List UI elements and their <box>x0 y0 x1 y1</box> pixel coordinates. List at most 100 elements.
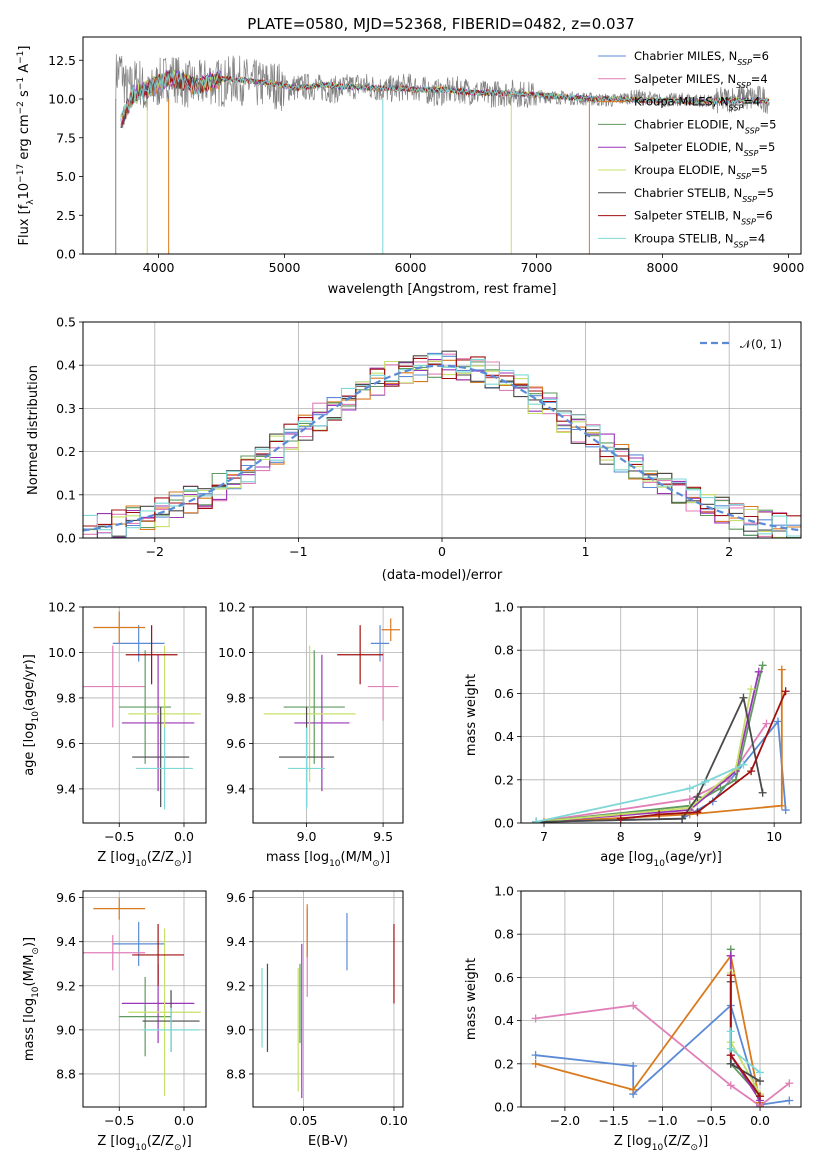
label-part: mass weight <box>464 958 479 1040</box>
x-axis-label: Z [log10(Z/Z⊙)] <box>97 1134 191 1153</box>
x-tick-label: 9000 <box>772 260 804 275</box>
plot-area <box>521 607 801 823</box>
x-axis-label: Z [log10(Z/Z⊙)] <box>614 1134 708 1153</box>
x-tick-label: 8 <box>617 829 625 844</box>
y-tick-label: 9.2 <box>56 978 76 993</box>
y-axis-label: mass weight <box>464 958 479 1040</box>
label-part: =4 <box>751 72 768 86</box>
x-tick-label: 0 <box>438 544 446 559</box>
plot-area <box>521 891 801 1107</box>
y-tick-label: 0.4 <box>56 358 76 373</box>
plot-area <box>83 891 206 1107</box>
axes-frame <box>82 606 207 824</box>
label-part: ⊙ <box>31 947 41 955</box>
y-tick-label: 9.0 <box>56 1022 76 1037</box>
weight-marker <box>785 1096 794 1105</box>
legend-entry: Chabrier ELODIE, NSSP=5 <box>634 117 776 135</box>
weight-marker <box>726 1081 735 1090</box>
label-part: =5 <box>751 163 768 177</box>
legend-entry: Chabrier STELIB, NSSP=5 <box>634 186 774 204</box>
y-tick-label: 0.0 <box>494 816 514 831</box>
label-part: Flux [f <box>17 204 32 245</box>
weight-line-2 <box>535 953 761 1103</box>
y-tick-label: 9.8 <box>56 690 76 705</box>
weight-marker <box>773 717 782 726</box>
y-tick-label: 0.8 <box>494 643 514 658</box>
weight-marker <box>701 777 710 786</box>
weight-marker <box>629 1085 638 1094</box>
legend-entry: Kroupa MILES, NSSP=4 <box>634 95 760 113</box>
x-tick-label: −1.5 <box>599 1113 629 1128</box>
label-part: 10 <box>17 183 32 200</box>
y-tick-label: 7.5 <box>56 130 76 145</box>
y-axis-label: age [log10(age/yr)] <box>22 654 41 776</box>
weight-line-6 <box>536 694 764 823</box>
weight-marker <box>531 1014 540 1023</box>
y-tick-label: 9.4 <box>226 781 246 796</box>
label-part: age [log <box>22 723 37 776</box>
label-part: −2 <box>16 101 26 114</box>
y-tick-label: 1.0 <box>494 600 514 615</box>
residual-histogram-7 <box>83 356 801 538</box>
label-part: (data-model)/error <box>382 568 503 583</box>
label-part: 10 <box>652 1143 664 1153</box>
x-tick-label: 9.0 <box>297 829 317 844</box>
y-tick-label: 0.0 <box>56 247 76 262</box>
x-tick-label: 2 <box>725 544 733 559</box>
axes-frame <box>82 321 802 539</box>
x-tick-label: −0.5 <box>104 829 134 844</box>
label-part: s <box>17 90 32 101</box>
figure-title: PLATE=0580, MJD=52368, FIBERID=0482, z=0… <box>247 15 634 33</box>
label-part: (Z/Z <box>663 1134 690 1149</box>
weight-marker <box>762 719 771 728</box>
y-tick-label: 2.5 <box>56 208 76 223</box>
label-part: SSP <box>745 126 760 135</box>
x-tick-label: 4000 <box>143 260 175 275</box>
label-part: Kroupa STELIB, N <box>634 231 734 245</box>
label-part: ] <box>17 46 32 51</box>
x-tick-label: −2 <box>146 544 164 559</box>
label-part: 10 <box>329 859 341 869</box>
label-part: −17 <box>16 164 26 183</box>
label-part: Z [log <box>614 1134 652 1149</box>
weight-line-5 <box>536 688 752 823</box>
label-part: )] <box>182 1134 192 1149</box>
label-part: =6 <box>752 49 769 63</box>
y-tick-label: 9.2 <box>226 978 246 993</box>
weight-line-3 <box>536 665 764 823</box>
label-part: wavelength [Angstrom, rest frame] <box>328 282 557 297</box>
y-tick-label: 8.8 <box>56 1066 76 1081</box>
legend-entry: Salpeter ELODIE, NSSP=5 <box>634 140 775 158</box>
y-tick-label: 0.6 <box>494 686 514 701</box>
label-part: ⊙ <box>690 1143 698 1153</box>
x-tick-label: 0.05 <box>290 1113 318 1128</box>
weight-marker <box>754 667 763 676</box>
label-part: λ <box>26 199 36 205</box>
x-tick-label: −0.5 <box>104 1113 134 1128</box>
legend-entry: Salpeter MILES, NSSP=4 <box>634 72 768 90</box>
weight-marker <box>777 665 786 674</box>
label-part: SSP <box>736 80 751 89</box>
label-part: Chabrier ELODIE, N <box>634 117 745 131</box>
x-tick-label: 10 <box>766 829 782 844</box>
weight-marker <box>655 810 664 819</box>
y-tick-label: 10.0 <box>48 645 76 660</box>
weight-marker <box>756 1077 765 1086</box>
label-part: (age/yr)] <box>22 654 37 711</box>
label-part: mass [log <box>266 850 329 865</box>
plot-area <box>253 891 403 1107</box>
weight-marker <box>777 801 786 810</box>
weight-marker <box>781 687 790 696</box>
label-part: mass weight <box>464 674 479 756</box>
label-part: SSP <box>737 58 752 67</box>
y-tick-label: 0.1 <box>56 487 76 502</box>
label-part: )] <box>698 1134 708 1149</box>
label-part: E(B-V) <box>308 1134 348 1149</box>
y-tick-label: 5.0 <box>56 169 76 184</box>
label-part: 10 <box>653 859 665 869</box>
weight-marker <box>756 1092 765 1101</box>
x-tick-label: 9.5 <box>373 829 393 844</box>
label-part: SSP <box>744 149 759 158</box>
panel-age-vs-Z: −0.5 0.09.49.69.810.010.2Z [log10(Z/Z⊙)]a… <box>22 600 207 869</box>
